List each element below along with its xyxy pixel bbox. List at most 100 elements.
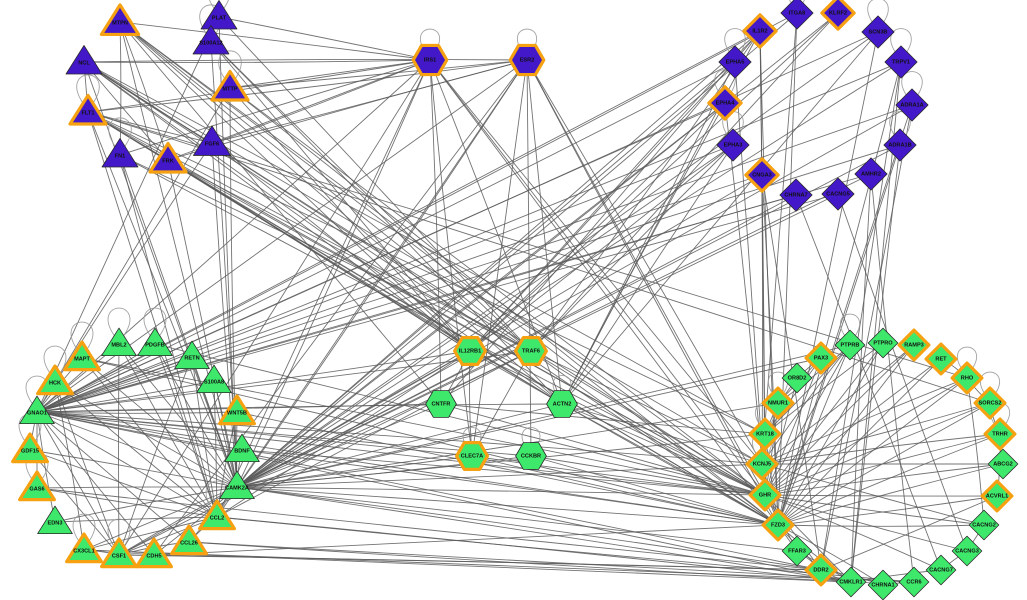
- graph-node-ccl2[interactable]: [198, 499, 236, 531]
- graph-node-irs1[interactable]: [411, 43, 449, 77]
- graph-node-nmur1[interactable]: [761, 386, 795, 420]
- graph-node-ffar3[interactable]: [781, 535, 813, 567]
- graph-node-camk2a[interactable]: [219, 470, 255, 499]
- graph-node-ghr[interactable]: [748, 478, 782, 512]
- graph-edge: [850, 144, 901, 583]
- graph-node-cmklr1[interactable]: [835, 566, 867, 598]
- graph-node-cckbr[interactable]: [515, 442, 547, 470]
- graph-node-ccr6[interactable]: [898, 566, 930, 598]
- graph-edge: [83, 59, 528, 63]
- graph-edge: [530, 350, 779, 526]
- graph-edge: [118, 59, 431, 556]
- graph-node-klrf2[interactable]: [820, 0, 856, 31]
- graph-edge: [761, 463, 985, 526]
- graph-edge: [118, 343, 238, 488]
- graph-node-sorcs2[interactable]: [973, 386, 1007, 420]
- graph-node-chrna1[interactable]: [867, 569, 899, 600]
- graph-node-epha5[interactable]: [718, 45, 752, 79]
- graph-node-il1r2[interactable]: [742, 13, 778, 49]
- graph-node-esr2[interactable]: [508, 43, 546, 77]
- graph-node-cacng3[interactable]: [951, 535, 983, 567]
- graph-node-cacng5[interactable]: [821, 177, 855, 211]
- graph-node-adra1a[interactable]: [895, 88, 929, 122]
- graph-edge: [154, 343, 238, 488]
- graph-node-mttp[interactable]: [210, 69, 250, 102]
- graph-node-retn[interactable]: [174, 340, 210, 369]
- graph-edge: [36, 411, 238, 488]
- graph-edge: [530, 455, 766, 496]
- graph-node-acvrl1[interactable]: [980, 479, 1014, 513]
- graph-node-mapt[interactable]: [63, 340, 101, 372]
- graph-node-actn2[interactable]: [546, 390, 578, 418]
- graph-node-scn3b[interactable]: [861, 15, 895, 49]
- graph-node-cnga3[interactable]: [744, 157, 780, 193]
- node-layer[interactable]: [11, 0, 1019, 600]
- graph-node-gas6[interactable]: [18, 470, 56, 502]
- graph-node-rho[interactable]: [950, 361, 984, 395]
- graph-node-gnao1[interactable]: [19, 395, 55, 424]
- graph-node-csf1[interactable]: [100, 537, 138, 569]
- graph-edge: [777, 61, 902, 526]
- graph-node-cacng7[interactable]: [925, 554, 957, 586]
- graph-edge: [36, 102, 726, 413]
- graph-edge: [36, 380, 215, 413]
- graph-node-wnt5b[interactable]: [218, 394, 256, 426]
- graph-edge: [229, 59, 431, 89]
- graph-edge: [469, 350, 779, 526]
- graph-edge: [36, 486, 238, 489]
- graph-node-epha3[interactable]: [716, 128, 750, 162]
- graph-node-edn3[interactable]: [37, 505, 73, 534]
- graph-node-ncl[interactable]: [65, 45, 103, 75]
- graph-node-frk[interactable]: [148, 141, 188, 174]
- graph-node-gdf15[interactable]: [11, 432, 49, 464]
- graph-node-itga8[interactable]: [780, 0, 814, 30]
- graph-node-epha4[interactable]: [707, 85, 743, 121]
- graph-node-plat[interactable]: [200, 0, 238, 30]
- graph-node-hck[interactable]: [36, 364, 74, 396]
- graph-node-trhr[interactable]: [983, 417, 1017, 451]
- graph-edge: [795, 194, 942, 571]
- graph-node-cdh5[interactable]: [135, 537, 173, 569]
- graph-node-flt1[interactable]: [68, 93, 108, 126]
- graph-edge: [191, 356, 238, 488]
- graph-node-ret[interactable]: [924, 342, 958, 376]
- graph-edge: [236, 59, 431, 488]
- graph-node-s100a12[interactable]: [192, 25, 230, 55]
- graph-node-or8d2[interactable]: [781, 362, 813, 394]
- graph-node-abcg2[interactable]: [987, 448, 1019, 480]
- graph-node-cacng2[interactable]: [968, 509, 1000, 541]
- graph-node-adra1b[interactable]: [883, 128, 917, 162]
- graph-node-bdnf[interactable]: [224, 433, 260, 462]
- graph-node-ccl26[interactable]: [170, 524, 208, 556]
- graph-node-mtpn[interactable]: [99, 3, 141, 37]
- graph-edge: [81, 357, 766, 496]
- graph-edge: [119, 21, 169, 161]
- graph-node-fgf6[interactable]: [192, 125, 232, 156]
- graph-node-ddr2[interactable]: [804, 553, 838, 587]
- graph-node-mbl2[interactable]: [101, 327, 137, 356]
- graph-node-ptpro[interactable]: [867, 327, 899, 359]
- graph-node-pdgfb[interactable]: [137, 327, 173, 356]
- graph-node-pax3[interactable]: [804, 341, 838, 375]
- graph-edge: [837, 193, 968, 552]
- graph-node-amhr2[interactable]: [854, 157, 888, 191]
- graph-node-ramp3[interactable]: [897, 328, 931, 362]
- graph-node-trpv1[interactable]: [884, 45, 918, 79]
- graph-node-s100a8[interactable]: [196, 364, 232, 393]
- graph-node-cx3cl1[interactable]: [65, 532, 103, 564]
- graph-edge: [777, 104, 913, 526]
- graph-node-ptprb[interactable]: [834, 329, 866, 361]
- graph-node-cntfr[interactable]: [425, 390, 457, 418]
- graph-node-chrna7[interactable]: [779, 178, 813, 212]
- graph-node-kcnj5[interactable]: [745, 447, 779, 481]
- graph-node-clec7a[interactable]: [455, 441, 489, 471]
- graph-node-fzd3[interactable]: [761, 508, 795, 542]
- graph-edge: [119, 21, 431, 61]
- graph-node-krt18[interactable]: [748, 417, 782, 451]
- graph-node-fn1[interactable]: [101, 138, 139, 168]
- graph-node-il12rb1[interactable]: [453, 336, 487, 366]
- graph-node-traf6[interactable]: [513, 336, 549, 366]
- graph-edge: [236, 486, 798, 552]
